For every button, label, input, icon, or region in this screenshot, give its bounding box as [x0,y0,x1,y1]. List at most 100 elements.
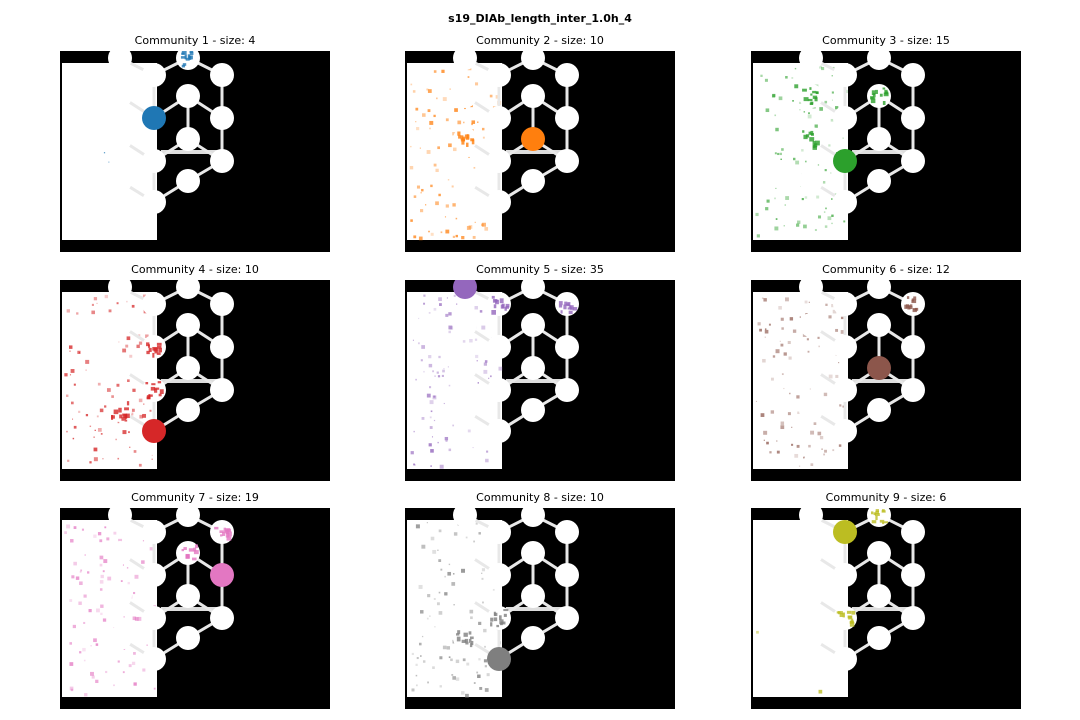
speckle [141,560,145,564]
speckle [415,663,418,666]
well [799,313,823,337]
speckle [799,316,801,318]
well-speckle [495,299,499,305]
panel-title: Community 2 - size: 10 [476,34,604,47]
speckle [825,303,828,306]
speckle [85,413,89,417]
channel [506,150,566,154]
well-speckle [494,612,498,617]
well-speckle [214,526,219,530]
speckle [422,113,426,117]
speckle [833,66,835,69]
well [521,169,545,193]
well [210,106,234,130]
speckle [419,147,422,149]
well [867,51,891,70]
speckle [134,617,139,621]
well [176,356,200,380]
reservoir [62,292,157,469]
speckle [113,684,115,687]
well [799,280,823,299]
speckle [817,164,820,166]
speckle [414,464,416,466]
speckle [448,325,453,330]
speckle [479,310,483,313]
speckle [128,664,132,668]
speckle [843,220,846,223]
well [867,356,891,380]
well-speckle [220,534,223,537]
well-speckle [567,302,571,307]
speckle [778,306,782,310]
well-speckle [875,515,878,521]
speckle [776,440,778,442]
speckle [420,359,423,362]
well-speckle [156,352,161,355]
speckle [85,359,90,364]
speckle [433,395,436,398]
well [108,51,132,70]
well-speckle [184,54,187,60]
speckle [415,121,417,123]
speckle [85,369,87,371]
speckle [473,682,476,684]
well-speckle [499,619,504,625]
well-speckle [802,88,807,92]
well-speckle [182,63,187,66]
panel-title: Community 3 - size: 15 [822,34,950,47]
speckle [428,230,430,233]
speckle [462,658,466,662]
well-speckle [125,414,128,419]
speckle [777,152,780,156]
speckle [131,661,136,666]
speckle [482,601,484,604]
speckle [84,693,88,697]
speckle [126,300,128,303]
speckle [409,165,414,170]
speckle [787,340,791,345]
well [901,378,925,402]
reservoir [753,63,848,240]
speckle [827,216,832,221]
speckle [766,199,770,203]
speckle [411,688,415,692]
speckle [415,524,420,529]
speckle [69,350,71,352]
speckle [108,161,110,163]
speckle [103,559,108,564]
speckle [831,304,835,308]
speckle [149,547,153,551]
speckle [418,236,423,241]
speckle [437,375,441,378]
well [210,563,234,587]
well [142,292,166,316]
well-speckle [809,102,814,105]
speckle [478,658,481,661]
well-speckle [503,609,509,612]
well-speckle [884,89,888,95]
well [833,419,857,443]
channel [161,607,221,611]
speckle [774,114,777,117]
speckle [430,465,432,467]
speckle [840,316,844,320]
speckle [828,144,831,147]
speckle [71,575,75,579]
community-panel [60,280,330,481]
speckle [789,317,794,321]
speckle [775,127,779,132]
speckle [97,532,102,536]
speckle [830,172,832,174]
well-speckle [119,414,123,419]
speckle [428,443,432,447]
speckle [779,340,781,342]
speckle [437,549,439,551]
well-speckle [851,610,856,615]
speckle [83,594,87,598]
speckle [478,621,482,625]
speckle [448,656,451,659]
speckle [437,146,440,150]
speckle [99,563,103,567]
speckle [426,393,431,398]
speckle [66,430,68,433]
